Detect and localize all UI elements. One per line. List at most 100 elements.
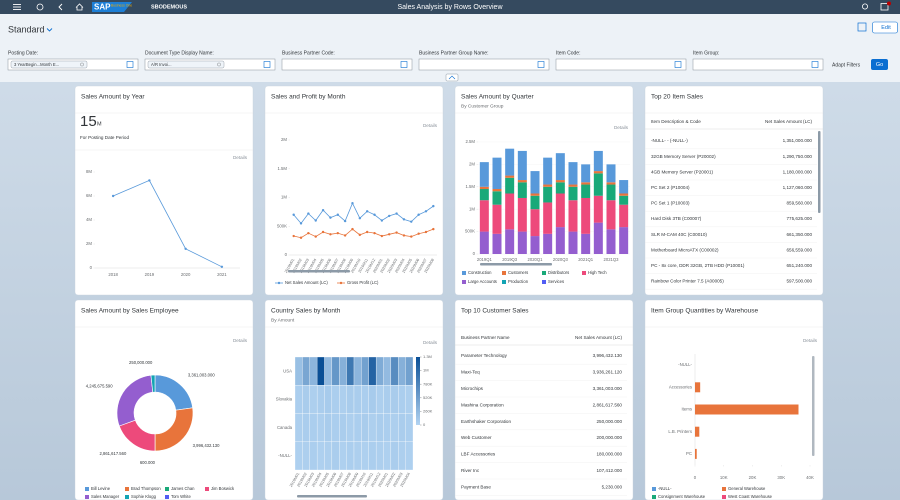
- bar-segment: [492, 191, 502, 205]
- bar-segment: [593, 173, 603, 196]
- legend-label: Large Accounts: [468, 279, 497, 284]
- scrollbar: [480, 263, 552, 266]
- x-tick-label: 2020M02: [385, 472, 396, 488]
- share-icon[interactable]: [857, 22, 867, 32]
- scale-label: 260K: [423, 408, 433, 413]
- filter-input[interactable]: [418, 58, 550, 71]
- bar-segment: [505, 148, 515, 176]
- bar-segment: [505, 177, 515, 194]
- legend-swatch: [722, 495, 726, 499]
- token-remove: [80, 62, 84, 67]
- bar-segment: [543, 186, 553, 203]
- search-icon[interactable]: [862, 3, 869, 10]
- legend-swatch: [502, 271, 506, 275]
- filter-input[interactable]: [555, 58, 687, 71]
- heat-cell: [361, 385, 369, 414]
- bar-segment: [606, 200, 616, 230]
- y-tick-label: 1M: [469, 206, 475, 211]
- heat-cell: [346, 441, 355, 471]
- collapse-button[interactable]: [445, 73, 459, 82]
- kpi-caption: For Posting Date Period: [80, 135, 129, 140]
- cell: Microchips: [461, 386, 484, 391]
- heat-cell: [339, 385, 347, 414]
- bar-segment: [568, 186, 578, 201]
- bar-segment: [619, 180, 629, 194]
- heat-cell: [405, 385, 414, 414]
- value-help-icon: [263, 61, 271, 68]
- bar-segment: [517, 231, 527, 254]
- heat-cell: [383, 385, 392, 414]
- bar-segment: [517, 197, 527, 232]
- details-link[interactable]: Details: [233, 155, 248, 160]
- bar: [695, 404, 799, 415]
- x-tick-label: 2020M04: [400, 472, 411, 488]
- bar: [695, 448, 697, 459]
- heat-cell: [375, 413, 384, 442]
- cell: 250,000.000: [596, 419, 622, 424]
- details-link[interactable]: Details: [423, 340, 438, 345]
- filter-label: Document Type Display Name:: [145, 50, 214, 56]
- cell: 2,861,617.560: [593, 402, 623, 407]
- point: [373, 213, 376, 216]
- bar-segment: [593, 171, 603, 174]
- heat-cell: [383, 356, 392, 386]
- filter-token: [147, 60, 225, 69]
- heat-cell: [390, 356, 399, 386]
- row-label: -NULL-: [278, 453, 292, 458]
- point: [321, 230, 325, 234]
- bar-segment: [555, 180, 565, 183]
- kpi-value: 15: [80, 113, 97, 130]
- heat-cell: [331, 356, 340, 386]
- user-icon[interactable]: [36, 3, 44, 11]
- edit-button[interactable]: [872, 21, 898, 34]
- value-help-icon: [126, 61, 134, 68]
- details-link[interactable]: Details: [233, 338, 248, 343]
- details-link[interactable]: Details: [614, 125, 629, 130]
- x-tick-label: 2020M01: [378, 472, 389, 488]
- data-label: 250,000.000: [129, 360, 153, 365]
- variant-chevron[interactable]: [46, 28, 53, 32]
- heat-cell: [339, 441, 347, 471]
- x-tick-label: 2019M10: [355, 472, 366, 488]
- filter-input[interactable]: [692, 58, 824, 71]
- cell: PC - 8x core, DDR 32GB, 2TB HDD (P10001): [651, 263, 745, 268]
- y-tick-label: Accessories: [669, 384, 692, 389]
- y-tick-label: 4M: [86, 217, 92, 222]
- filter-input[interactable]: [281, 58, 413, 71]
- variant-name[interactable]: Standard: [8, 24, 45, 34]
- home-icon[interactable]: [75, 3, 84, 11]
- notification-icon[interactable]: [880, 3, 889, 11]
- legend-swatch: [165, 487, 169, 491]
- edit-label[interactable]: Edit: [881, 25, 891, 31]
- legend-marker: [339, 281, 343, 285]
- bar: [695, 382, 701, 393]
- adapt-filters[interactable]: Adapt Filters: [832, 62, 861, 68]
- bar-segment: [479, 231, 489, 254]
- x-tick-label: 2019M03: [299, 258, 310, 274]
- go-button[interactable]: [871, 59, 888, 70]
- cell: 4GB Memory Server (P20001): [651, 169, 714, 174]
- bar-segment: [568, 200, 578, 232]
- menu-icon[interactable]: [13, 4, 21, 10]
- legend-label: -NULL-: [658, 486, 672, 491]
- go-label[interactable]: Go: [876, 62, 883, 68]
- x-tick-label: 2019M06: [321, 258, 332, 274]
- bar-segment: [606, 164, 616, 183]
- back-icon[interactable]: [58, 3, 63, 11]
- cell: 661,350.000: [786, 232, 812, 237]
- x-tick-label: 2020M01: [372, 258, 383, 274]
- bar-segment: [492, 189, 502, 192]
- y-tick-label: 0: [285, 252, 288, 257]
- point: [351, 227, 354, 231]
- bar-segment: [619, 204, 629, 228]
- card: [644, 85, 824, 296]
- details-link[interactable]: Details: [803, 338, 818, 343]
- details-link[interactable]: Details: [423, 123, 438, 128]
- cell: 1,351,000.000: [783, 138, 813, 143]
- y-tick-label: Items: [681, 407, 692, 412]
- point: [184, 247, 187, 250]
- point: [292, 234, 295, 238]
- bar: [695, 426, 700, 437]
- legend-swatch: [205, 487, 209, 491]
- cell: 3,996,432.130: [593, 353, 623, 358]
